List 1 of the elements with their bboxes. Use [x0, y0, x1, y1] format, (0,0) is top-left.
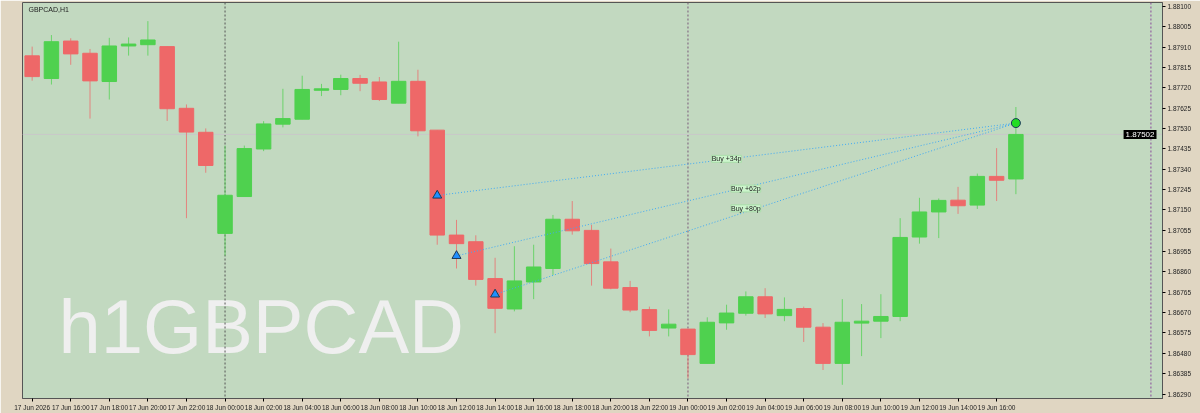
ref-line-label: 1.87502 — [1125, 129, 1156, 139]
